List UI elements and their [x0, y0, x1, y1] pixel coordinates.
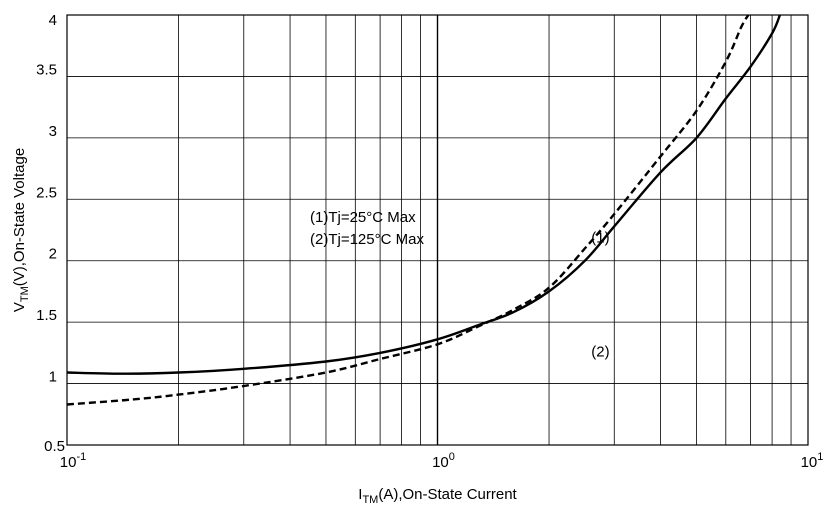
series-line-2: [66, 14, 750, 406]
y-axis-label-main: V: [11, 302, 28, 312]
x-tick-base: 10: [801, 454, 818, 471]
x-tick-base: 10: [432, 454, 449, 471]
y-tick-label: 1: [49, 369, 57, 386]
x-tick-label: 10-1: [60, 451, 86, 471]
legend: (1)Tj=25°C Max (2)Tj=125°C Max: [310, 209, 424, 248]
plot-frame: [66, 14, 809, 446]
x-axis-label-subscript: TM: [362, 494, 378, 506]
y-axis-label-rest: (V),On-State Voltage: [11, 148, 28, 286]
annotations: (1) (2): [591, 229, 609, 360]
y-axis-label-subscript: TM: [19, 286, 31, 302]
x-tick-base: 10: [60, 454, 77, 471]
x-tick-exponent: 1: [817, 451, 823, 463]
y-tick-label: 2.5: [36, 184, 57, 201]
curve-annotation: (2): [591, 344, 609, 361]
legend-entry: (2)Tj=125°C Max: [310, 231, 424, 248]
plot-border: [66, 14, 809, 446]
x-tick-label: 100: [432, 451, 455, 471]
x-tick-exponent: 0: [449, 451, 455, 463]
x-axis-label: ITM(A),On-State Current: [358, 486, 517, 506]
x-axis-label-rest: (A),On-State Current: [378, 486, 517, 503]
y-tick-label: 0.5: [44, 438, 65, 455]
series-group: [66, 14, 782, 406]
x-tick-exponent: -1: [76, 451, 86, 463]
y-tick-label: 3.5: [36, 61, 57, 78]
x-axis-label-main: I: [358, 486, 362, 503]
y-axis-label: VTM(V),On-State Voltage: [11, 148, 31, 312]
grid: [67, 15, 808, 445]
y-tick-label: 4: [49, 12, 57, 29]
y-tick-label: 3: [49, 123, 57, 140]
curve-annotation: (1): [591, 229, 609, 246]
series-line-1: [66, 14, 782, 375]
y-tick-label: 2: [49, 246, 57, 263]
y-tick-label: 1.5: [36, 307, 57, 324]
legend-entry: (1)Tj=25°C Max: [310, 209, 416, 226]
x-tick-label: 101: [801, 451, 824, 471]
